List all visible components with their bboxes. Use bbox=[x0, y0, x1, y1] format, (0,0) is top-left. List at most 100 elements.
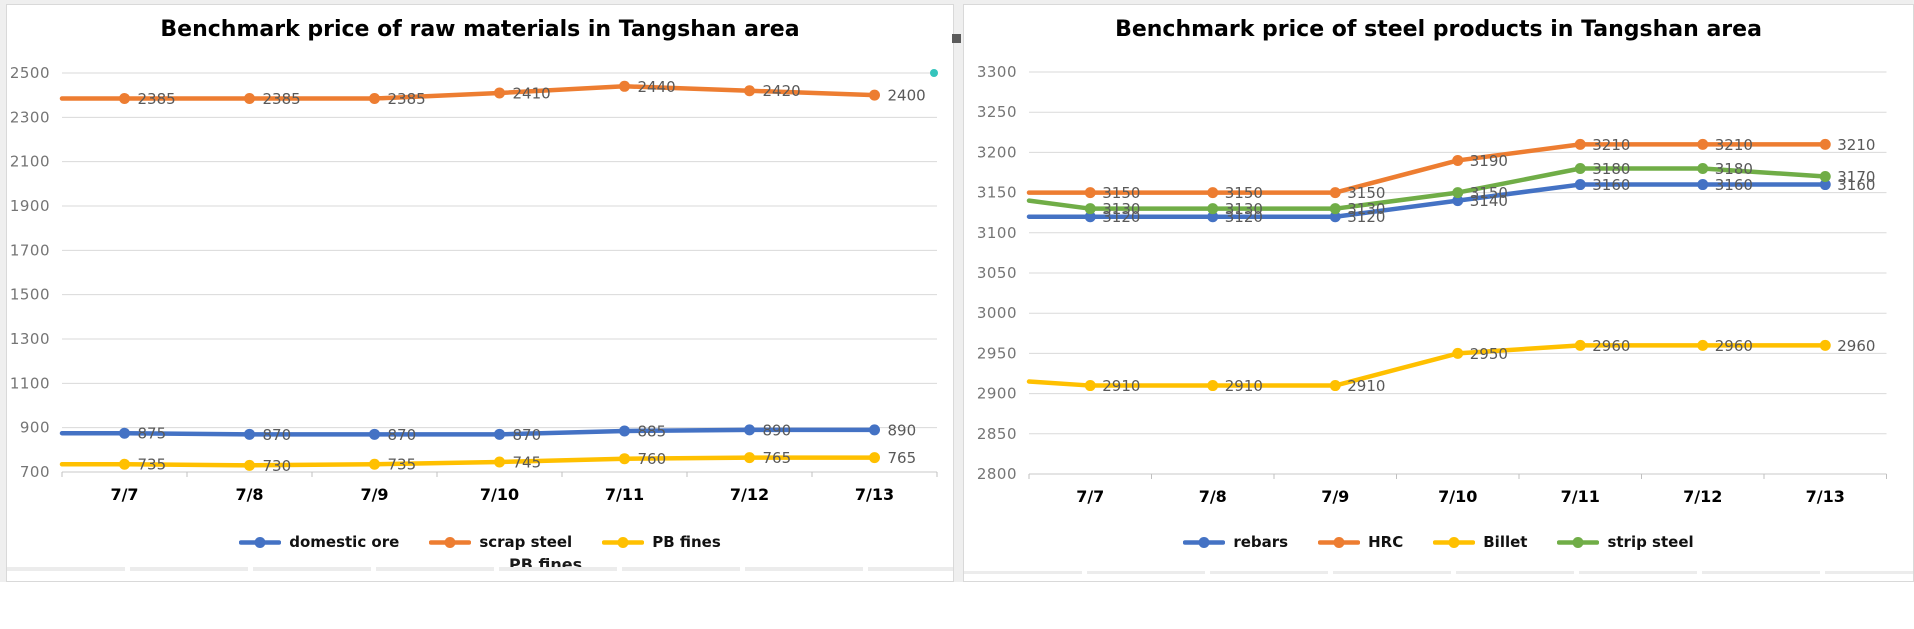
legend-label: rebars bbox=[1233, 533, 1289, 551]
svg-text:2440: 2440 bbox=[638, 78, 676, 96]
legend-item-strip-steel: strip steel bbox=[1557, 533, 1694, 551]
svg-text:2800: 2800 bbox=[977, 465, 1017, 483]
legend-item-rebars: rebars bbox=[1183, 533, 1288, 551]
svg-text:765: 765 bbox=[888, 449, 917, 467]
svg-text:3140: 3140 bbox=[1470, 192, 1508, 210]
svg-text:890: 890 bbox=[763, 421, 792, 439]
svg-text:2385: 2385 bbox=[138, 90, 176, 108]
svg-text:2900: 2900 bbox=[977, 385, 1017, 403]
svg-text:890: 890 bbox=[888, 421, 917, 439]
svg-text:735: 735 bbox=[138, 456, 167, 474]
data-labels-PB-fines: 735 730 735 745 760 765 765 bbox=[138, 449, 917, 475]
gridlines bbox=[62, 72, 937, 473]
svg-text:900: 900 bbox=[20, 419, 50, 437]
svg-text:2960: 2960 bbox=[1715, 337, 1753, 355]
svg-text:2910: 2910 bbox=[1225, 377, 1263, 395]
svg-text:3120: 3120 bbox=[1102, 208, 1140, 226]
svg-text:3150: 3150 bbox=[1225, 184, 1263, 202]
svg-text:7/9: 7/9 bbox=[1321, 487, 1349, 506]
svg-text:3050: 3050 bbox=[977, 264, 1017, 282]
svg-text:3130: 3130 bbox=[1225, 200, 1263, 218]
series-rebars bbox=[1026, 179, 1831, 223]
svg-text:1300: 1300 bbox=[10, 330, 50, 348]
data-labels-rebars: 3120 3120 3120 3140 3160 3160 3160 bbox=[1102, 176, 1875, 226]
svg-text:3190: 3190 bbox=[1470, 152, 1508, 170]
svg-text:700: 700 bbox=[20, 463, 50, 481]
svg-text:3150: 3150 bbox=[977, 184, 1017, 202]
background-cell-line bbox=[964, 571, 1913, 574]
svg-text:3000: 3000 bbox=[977, 304, 1017, 322]
svg-text:3150: 3150 bbox=[1470, 184, 1508, 202]
svg-text:2850: 2850 bbox=[977, 425, 1017, 443]
svg-text:7/7: 7/7 bbox=[110, 485, 138, 504]
svg-text:2950: 2950 bbox=[1470, 345, 1508, 363]
svg-text:1900: 1900 bbox=[10, 197, 50, 215]
legend-item-scrap-steel: scrap steel bbox=[429, 533, 572, 551]
y-axis-labels: 2500 2300 2100 1900 1700 1500 1300 1100 900 700 bbox=[10, 64, 50, 481]
svg-text:3180: 3180 bbox=[1715, 160, 1753, 178]
svg-text:2960: 2960 bbox=[1837, 337, 1875, 355]
svg-text:3120: 3120 bbox=[1225, 208, 1263, 226]
steel-products-legend: rebars HRC Billet strip steel bbox=[964, 533, 1913, 551]
svg-text:2100: 2100 bbox=[10, 153, 50, 171]
svg-text:760: 760 bbox=[638, 450, 667, 468]
svg-text:3170: 3170 bbox=[1837, 168, 1875, 186]
chart-canvas-1: 3300 3250 3200 3150 3100 3050 3000 2950 2900 2850… bbox=[977, 63, 1887, 506]
legend-marker-icon bbox=[602, 536, 645, 548]
legend-marker-icon bbox=[1318, 536, 1361, 548]
legend-label: PB fines bbox=[652, 533, 721, 551]
svg-text:3160: 3160 bbox=[1592, 176, 1630, 194]
svg-text:1500: 1500 bbox=[10, 286, 50, 304]
legend-label: strip steel bbox=[1607, 533, 1694, 551]
legend-item-Billet: Billet bbox=[1433, 533, 1527, 551]
svg-text:7/13: 7/13 bbox=[855, 485, 894, 504]
svg-text:3160: 3160 bbox=[1837, 176, 1875, 194]
data-labels-HRC: 3150 3150 3150 3190 3210 3210 3210 bbox=[1102, 136, 1875, 202]
cyan-dot-artifact bbox=[930, 69, 938, 77]
svg-text:7/10: 7/10 bbox=[1438, 487, 1477, 506]
svg-text:3300: 3300 bbox=[977, 63, 1017, 81]
raw-materials-legend: domestic ore scrap steel PB fines bbox=[7, 533, 953, 551]
legend-marker-icon bbox=[1433, 536, 1476, 548]
x-axis-labels: 7/7 7/8 7/9 7/10 7/11 7/12 7/13 bbox=[110, 485, 894, 504]
svg-text:3100: 3100 bbox=[977, 224, 1017, 242]
svg-text:2910: 2910 bbox=[1102, 377, 1140, 395]
svg-text:3160: 3160 bbox=[1715, 176, 1753, 194]
legend-marker-icon bbox=[429, 536, 472, 548]
svg-text:7/11: 7/11 bbox=[1561, 487, 1600, 506]
svg-text:3180: 3180 bbox=[1592, 160, 1630, 178]
svg-text:2950: 2950 bbox=[977, 344, 1017, 362]
svg-text:7/12: 7/12 bbox=[1683, 487, 1722, 506]
legend-label: Billet bbox=[1483, 533, 1528, 551]
x-axis-ticks bbox=[1028, 474, 1887, 479]
svg-text:2910: 2910 bbox=[1347, 377, 1385, 395]
clipped-text-artifact: PB fines bbox=[509, 558, 639, 569]
svg-text:735: 735 bbox=[388, 456, 417, 474]
svg-text:3210: 3210 bbox=[1592, 136, 1630, 154]
svg-text:3210: 3210 bbox=[1715, 136, 1753, 154]
legend-item-PB-fines: PB fines bbox=[602, 533, 721, 551]
raw-materials-chart-title: Benchmark price of raw materials in Tang… bbox=[160, 17, 800, 42]
svg-text:745: 745 bbox=[513, 454, 542, 472]
series-HRC bbox=[1026, 138, 1831, 199]
data-labels-Billet: 2910 2910 2910 2950 2960 2960 2960 bbox=[1102, 337, 1875, 395]
svg-text:7/8: 7/8 bbox=[1199, 487, 1227, 506]
x-axis-labels: 7/7 7/8 7/9 7/10 7/11 7/12 7/13 bbox=[1076, 487, 1845, 506]
svg-text:7/11: 7/11 bbox=[605, 485, 644, 504]
series-Billet bbox=[1026, 339, 1831, 392]
gridlines bbox=[1029, 71, 1887, 475]
legend-label: HRC bbox=[1368, 533, 1404, 551]
background-cell-line bbox=[7, 567, 953, 571]
svg-text:3250: 3250 bbox=[977, 103, 1017, 121]
raw-materials-chart-panel: Benchmark price of raw materials in Tang… bbox=[6, 4, 954, 582]
clipped-text: PB fines bbox=[509, 558, 583, 569]
svg-text:870: 870 bbox=[388, 426, 417, 444]
legend-item-HRC: HRC bbox=[1318, 533, 1403, 551]
svg-text:1100: 1100 bbox=[10, 374, 50, 392]
svg-text:870: 870 bbox=[513, 426, 542, 444]
svg-text:1700: 1700 bbox=[10, 241, 50, 259]
bottom-strip bbox=[0, 582, 1914, 629]
selection-handle-artifact bbox=[952, 34, 961, 43]
